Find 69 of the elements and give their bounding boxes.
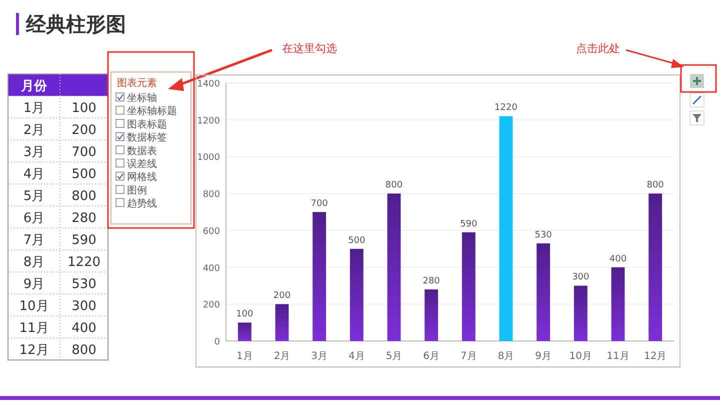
x-tick-label: 11月 xyxy=(606,351,630,362)
x-tick-label: 4月 xyxy=(348,351,365,362)
data-label: 700 xyxy=(310,199,328,209)
y-tick-label: 1000 xyxy=(197,153,220,164)
data-label: 590 xyxy=(460,219,478,230)
text: 590 xyxy=(72,233,96,248)
text: 月份 xyxy=(20,79,48,94)
data-label: 500 xyxy=(348,236,366,246)
x-tick-label: 1月 xyxy=(236,351,253,362)
text: 网格线 xyxy=(127,171,157,184)
y-tick-label: 600 xyxy=(202,226,220,237)
data-label: 280 xyxy=(422,276,440,286)
category-label: 7月 xyxy=(23,233,45,248)
data-label: 300 xyxy=(572,272,590,283)
text: 1220 xyxy=(67,255,101,270)
data-label: 400 xyxy=(609,254,627,264)
x-tick-label: 5月 xyxy=(386,351,402,362)
chart-title: 经典柱形图 xyxy=(25,12,126,36)
text: 坐标轴标题 xyxy=(127,105,177,118)
text: 530 xyxy=(72,277,96,292)
y-tick-label: 0 xyxy=(214,338,220,348)
text: 800 xyxy=(72,343,96,358)
text: 数据标签 xyxy=(127,132,167,144)
y-tick-label: 200 xyxy=(202,300,220,311)
category-label: 9月 xyxy=(23,277,45,292)
text: 400 xyxy=(72,321,96,336)
text: 数据表 xyxy=(127,144,157,157)
text: 200 xyxy=(72,123,96,138)
text: 坐标轴 xyxy=(127,92,157,104)
category-label: 10月 xyxy=(19,299,49,314)
category-label: 8月 xyxy=(23,255,45,270)
x-tick-label: 2月 xyxy=(274,351,290,362)
data-label: 100 xyxy=(236,310,254,320)
text: 500 xyxy=(72,167,96,182)
x-tick-label: 10月 xyxy=(569,351,592,362)
x-tick-label: 8月 xyxy=(498,351,514,362)
text: 图表标题 xyxy=(127,118,167,130)
text: 点击此处 xyxy=(576,42,620,55)
data-label: 200 xyxy=(273,291,291,302)
y-tick-label: 1200 xyxy=(197,116,220,126)
data-label: 1220 xyxy=(494,103,518,114)
y-tick-label: 1400 xyxy=(197,80,220,90)
data-label: 800 xyxy=(385,180,403,191)
text: 在这里勾选 xyxy=(282,42,337,55)
text: 800 xyxy=(72,189,96,204)
text: 100 xyxy=(72,101,96,116)
category-label: 3月 xyxy=(23,145,45,160)
x-tick-label: 3月 xyxy=(311,351,328,362)
text: 700 xyxy=(72,145,96,160)
category-label: 1月 xyxy=(23,101,45,116)
x-tick-label: 12月 xyxy=(644,351,667,362)
x-tick-label: 9月 xyxy=(535,351,552,362)
category-label: 11月 xyxy=(19,321,49,336)
text: 图例 xyxy=(127,185,147,196)
text: 趋势线 xyxy=(127,198,157,210)
category-label: 4月 xyxy=(23,167,45,182)
data-label: 800 xyxy=(646,180,664,191)
category-label: 2月 xyxy=(23,123,45,138)
text: 280 xyxy=(72,211,96,226)
text: 误差线 xyxy=(127,158,157,170)
category-label: 5月 xyxy=(23,189,45,204)
category-label: 6月 xyxy=(23,211,45,226)
x-tick-label: 6月 xyxy=(423,351,440,362)
text: 图表元素 xyxy=(117,77,157,89)
text: 300 xyxy=(72,299,96,314)
x-tick-label: 7月 xyxy=(460,351,477,362)
y-tick-label: 800 xyxy=(202,190,220,200)
data-label: 530 xyxy=(534,230,552,240)
y-tick-label: 400 xyxy=(202,264,220,274)
